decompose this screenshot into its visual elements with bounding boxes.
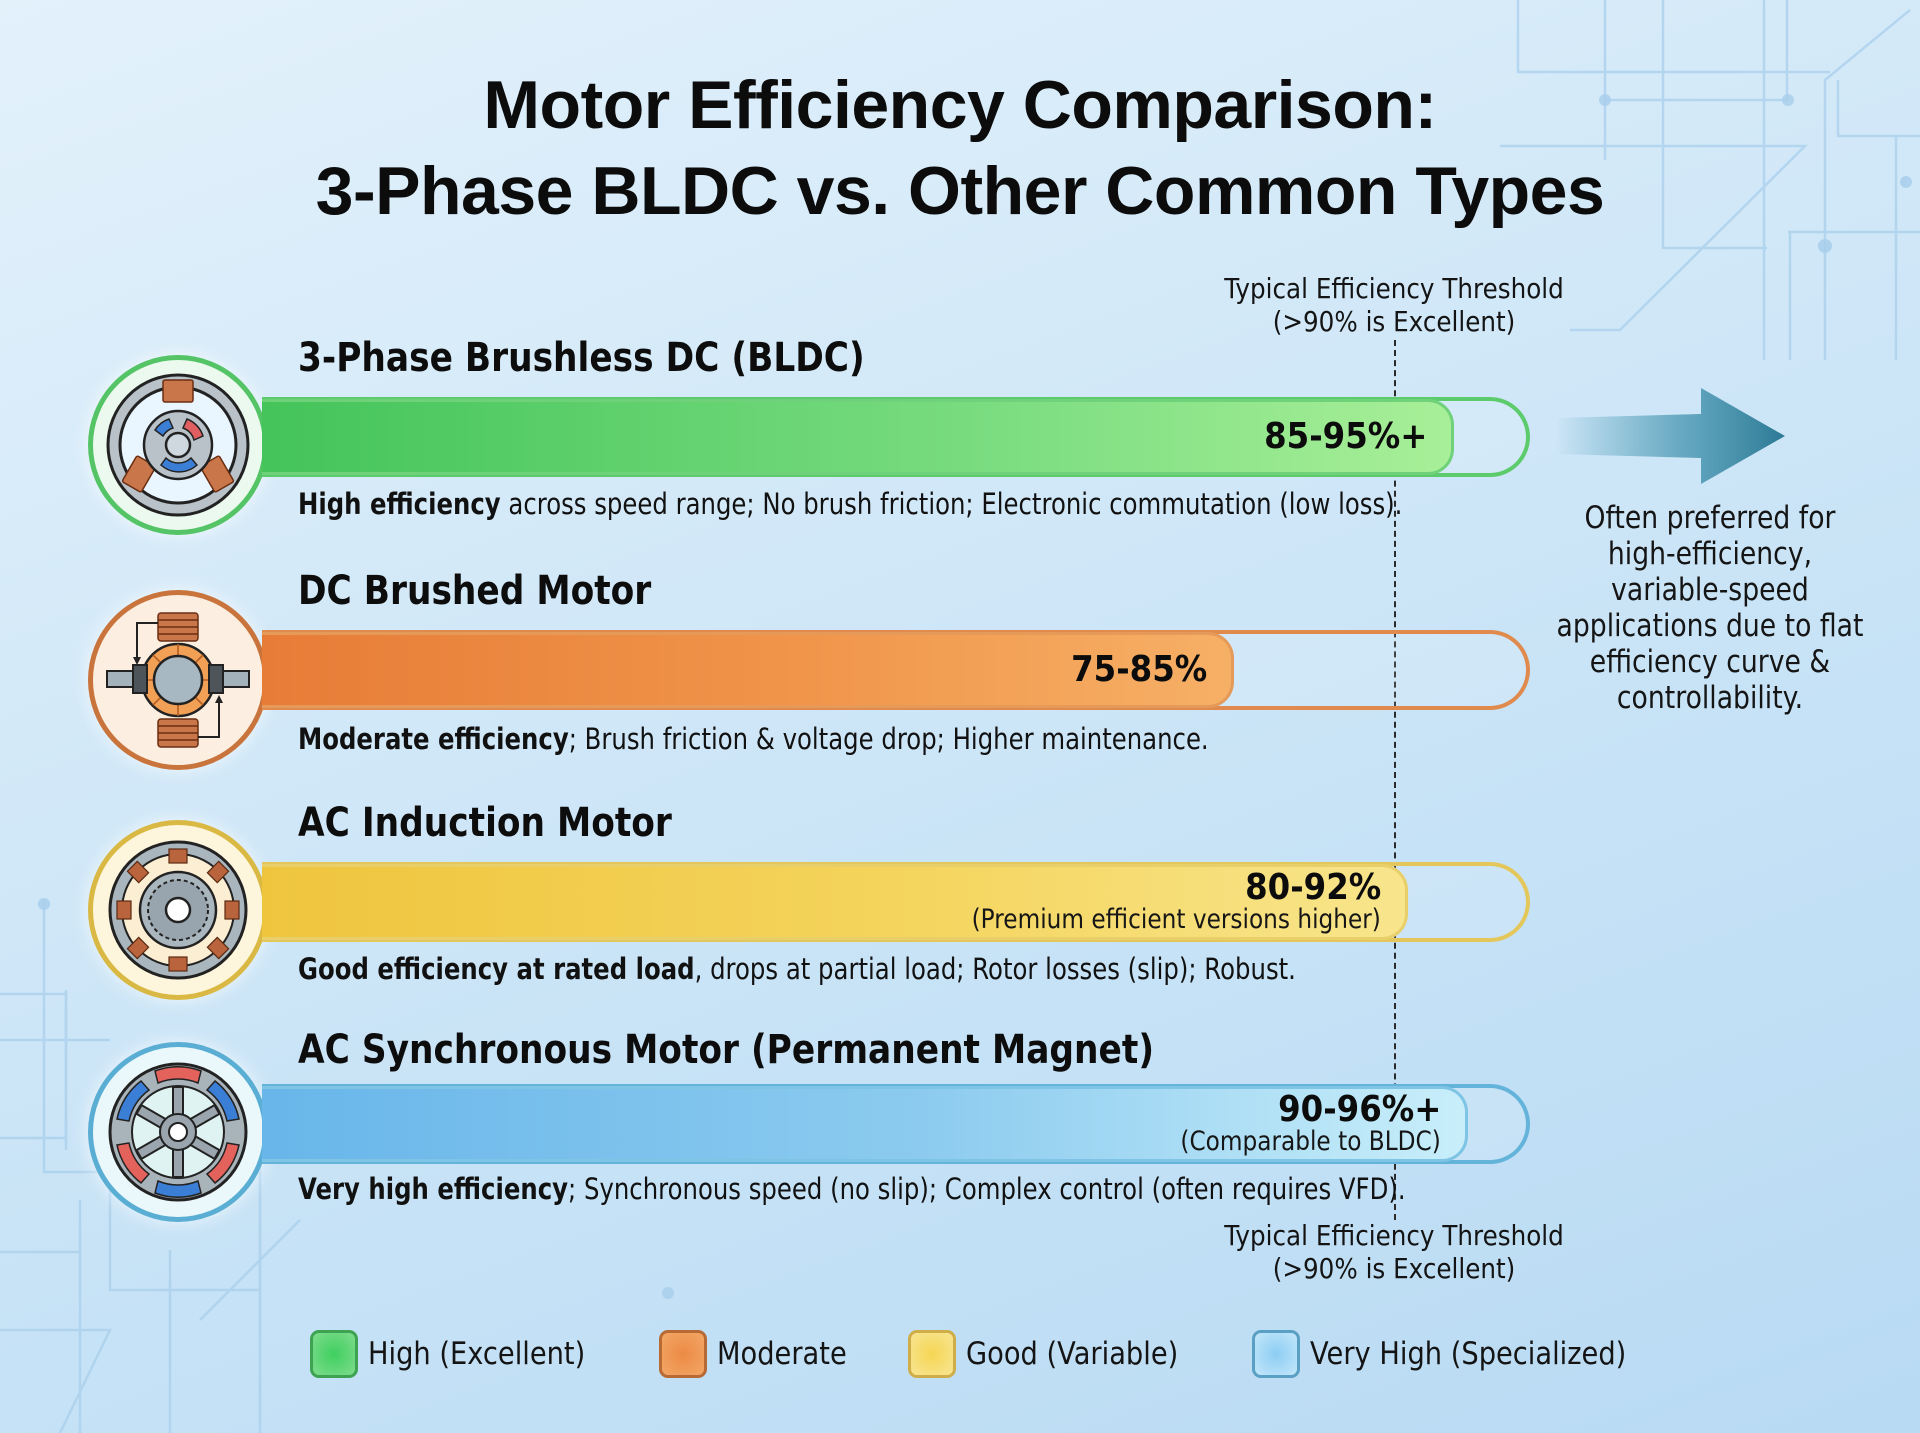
legend-swatch-yellow (908, 1330, 957, 1378)
motor-row-ac-synchronous: AC Synchronous Motor (Permanent Magnet) … (0, 1027, 1920, 1262)
arrow-right-icon (1555, 388, 1785, 484)
efficiency-track: 80-92% (Premium efficient versions highe… (262, 862, 1530, 942)
motor-description: Very high efficiency; Synchronous speed … (298, 1172, 1406, 1206)
efficiency-bar-ac-synchronous: 90-96%+ (Comparable to BLDC) (262, 1086, 1468, 1162)
efficiency-value: 90-96%+ (1277, 1089, 1441, 1130)
brushed-dc-motor-icon (88, 590, 268, 770)
legend-item-good: Good (Variable) (908, 1330, 1207, 1378)
motor-description: Good efficiency at rated load, drops at … (298, 952, 1296, 986)
legend-swatch-blue (1251, 1330, 1300, 1378)
legend-swatch-orange (658, 1330, 707, 1378)
threshold-label-bottom: Typical Efficiency Threshold (>90% is Ex… (1224, 1219, 1564, 1285)
threshold-label-top: Typical Efficiency Threshold (>90% is Ex… (1224, 272, 1564, 338)
motor-row-ac-induction: AC Induction Motor 80-92% (Premium effic… (0, 800, 1920, 1040)
efficiency-bar-bldc: 85-95%+ (262, 399, 1454, 475)
threshold-dashed-line (1394, 340, 1396, 1220)
legend-item-very-high: Very High (Specialized) (1251, 1330, 1669, 1378)
efficiency-bar-dc-brushed: 75-85% (262, 632, 1234, 708)
legend-item-moderate: Moderate (658, 1330, 864, 1378)
efficiency-bar-ac-induction: 80-92% (Premium efficient versions highe… (262, 864, 1408, 940)
motor-name: AC Induction Motor (298, 800, 672, 846)
motor-row-dc-brushed: DC Brushed Motor 75-85% Moderate efficie… (0, 568, 1920, 810)
legend: High (Excellent) Moderate Good (Variable… (310, 1330, 1713, 1378)
efficiency-value: 80-92% (1244, 867, 1381, 908)
motor-name: DC Brushed Motor (298, 568, 652, 614)
efficiency-track: 75-85% (262, 630, 1530, 710)
motor-description: High efficiency across speed range; No b… (298, 487, 1403, 521)
efficiency-track: 90-96%+ (Comparable to BLDC) (262, 1084, 1530, 1164)
title-line-2: 3-Phase BLDC vs. Other Common Types (315, 153, 1605, 229)
side-note: Often preferred for high-efficiency, var… (1556, 500, 1864, 716)
efficiency-note: (Comparable to BLDC) (1180, 1126, 1441, 1157)
page-title: Motor Efficiency Comparison: 3-Phase BLD… (0, 62, 1920, 234)
efficiency-track: 85-95%+ (262, 397, 1530, 477)
pm-synchronous-motor-icon (88, 1042, 268, 1222)
efficiency-value: 85-95%+ (1263, 416, 1427, 457)
legend-item-high: High (Excellent) (310, 1330, 615, 1378)
motor-name: 3-Phase Brushless DC (BLDC) (298, 335, 865, 381)
motor-name: AC Synchronous Motor (Permanent Magnet) (298, 1027, 1155, 1073)
bldc-motor-icon (88, 355, 268, 535)
motor-row-bldc: 3-Phase Brushless DC (BLDC) 85-95%+ High… (0, 335, 1920, 575)
induction-motor-icon (88, 820, 268, 1000)
efficiency-value: 75-85% (1070, 649, 1207, 690)
efficiency-note: (Premium efficient versions higher) (971, 904, 1381, 935)
title-line-1: Motor Efficiency Comparison: (483, 67, 1437, 143)
legend-swatch-green (310, 1330, 358, 1378)
motor-description: Moderate efficiency; Brush friction & vo… (298, 722, 1209, 756)
